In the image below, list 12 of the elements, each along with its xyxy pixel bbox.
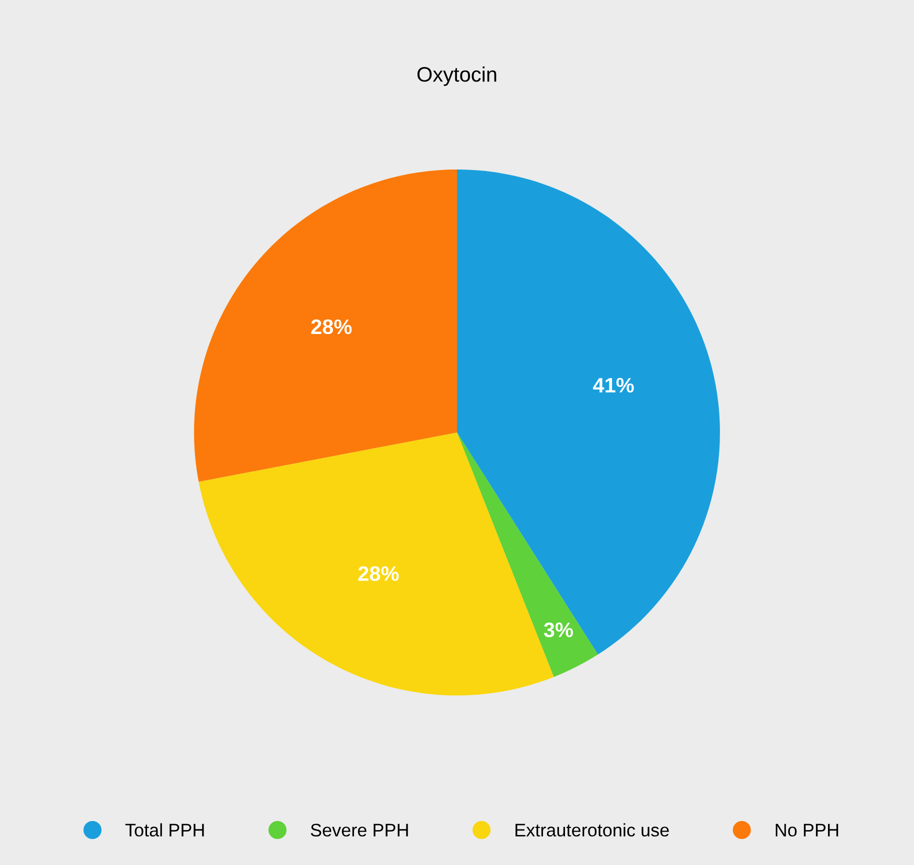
chart-title: Oxytocin xyxy=(417,66,496,86)
pie-slice xyxy=(457,432,598,677)
legend-label: Severe PPH xyxy=(310,824,408,837)
legend-label: Extrauterotonic use xyxy=(516,823,669,837)
data-label: 28% xyxy=(358,566,399,581)
data-label: 41% xyxy=(593,378,634,393)
pie-slice xyxy=(194,170,457,482)
data-label: 3% xyxy=(544,622,573,638)
legend-label: No PPH xyxy=(776,824,838,837)
data-label: 28% xyxy=(311,319,352,334)
legend-label: Total PPH xyxy=(125,823,204,837)
pie-slice xyxy=(457,170,720,655)
